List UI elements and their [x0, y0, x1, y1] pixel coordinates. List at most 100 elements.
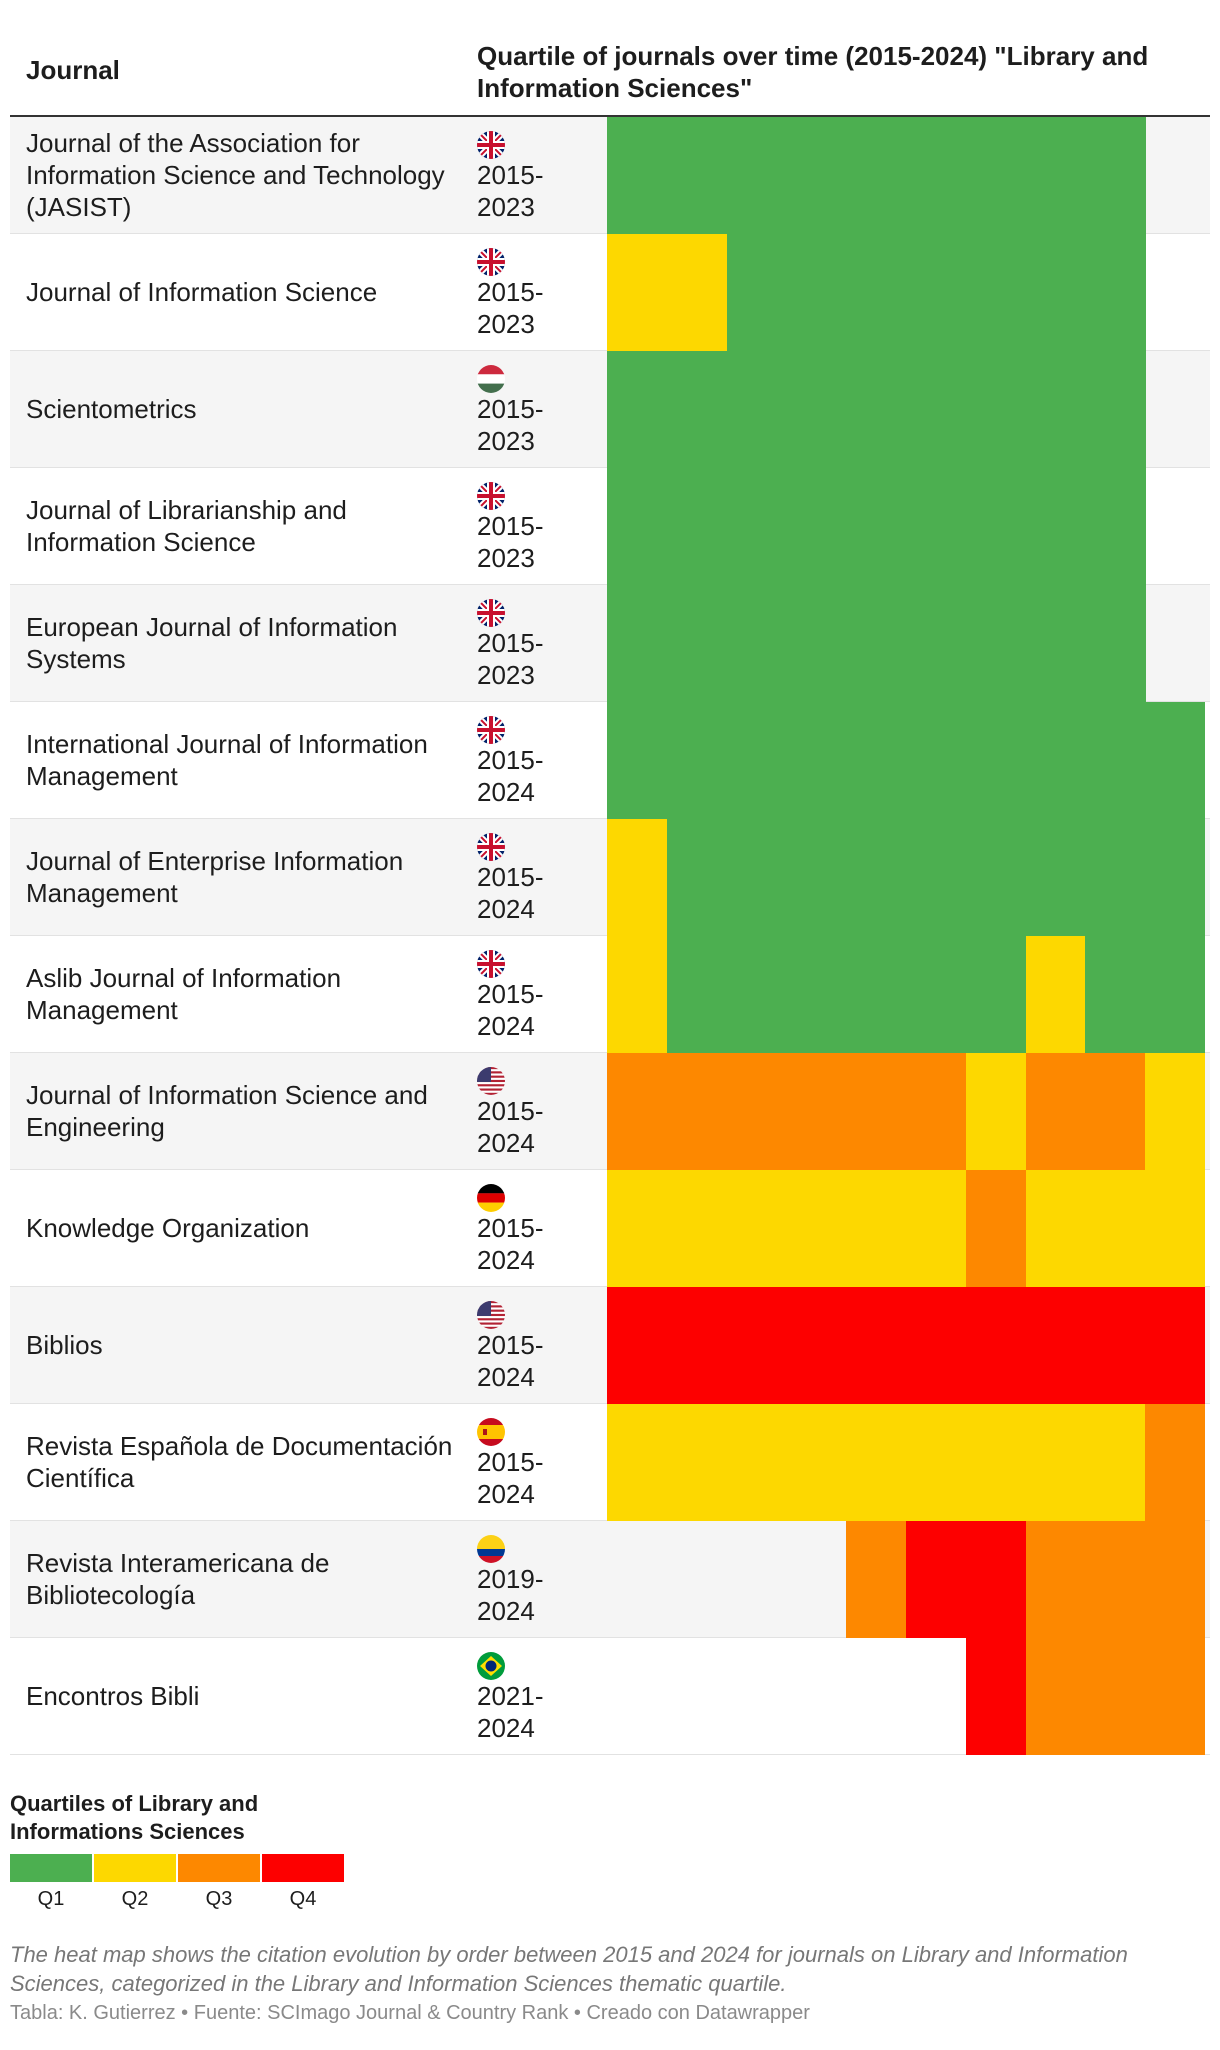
heatmap-cell-2018	[786, 234, 847, 351]
heatmap-cell-2016	[666, 117, 728, 234]
heatmap-cell-2020	[906, 1053, 967, 1170]
heatmap-cell-2016	[666, 1053, 728, 1170]
heatmap-cell-2017	[726, 702, 787, 819]
table-row: European Journal of Information Systems 2…	[10, 585, 1210, 702]
heatmap-cell-2018	[786, 702, 847, 819]
colombia-flag-icon	[477, 1535, 505, 1563]
table-row: Journal of Enterprise Information Manage…	[10, 819, 1210, 936]
heatmap-cell-2024	[1145, 936, 1206, 1053]
heatmap-cell-2022	[1025, 1053, 1086, 1170]
heatmap-cell-2020	[906, 702, 967, 819]
journal-name: Journal of Librarianship and Information…	[26, 495, 347, 557]
heatmap-cell-2024	[1145, 1521, 1206, 1638]
heatmap-cell-2020	[906, 585, 967, 702]
uk-flag-icon	[477, 131, 505, 159]
quartile-cells	[607, 585, 1205, 702]
year-range: 2015-2024	[477, 862, 544, 924]
heatmap-cell-2020	[906, 1521, 967, 1638]
heatmap-cell-2015	[607, 1053, 668, 1170]
journal-name: Journal of Information Science	[26, 277, 378, 307]
heatmap-cell-2015	[607, 234, 668, 351]
table-row: Biblios 2015-2024	[10, 1287, 1210, 1404]
heatmap-cell-2016	[666, 819, 728, 936]
heatmap-cell-2017	[726, 234, 787, 351]
heatmap-cell-2021	[965, 351, 1027, 468]
heatmap-cell-2017	[726, 117, 787, 234]
uk-flag-icon	[477, 599, 505, 627]
quartile-cells	[607, 819, 1206, 936]
heatmap-cell-2023	[1085, 702, 1146, 819]
quartile-cells	[607, 468, 1205, 585]
heatmap-cell-2019	[846, 1404, 907, 1521]
year-range: 2015-2024	[477, 1330, 544, 1392]
heatmap-cell-2018	[786, 1170, 847, 1287]
legend-swatch-q2	[94, 1854, 176, 1882]
heatmap-cell-2023	[1085, 234, 1146, 351]
heatmap-cell-2020	[906, 1404, 967, 1521]
heatmap-cell-2016	[666, 1404, 728, 1521]
heatmap-cell-2020	[906, 1287, 967, 1404]
heatmap-cell-2022	[1025, 936, 1086, 1053]
heatmap-cell-2023	[1085, 1638, 1146, 1755]
year-range: 2015-2023	[477, 277, 544, 339]
heatmap-cell-2021	[965, 819, 1027, 936]
heatmap-cell-2017	[726, 1170, 787, 1287]
heatmap-cell-2015	[607, 117, 668, 234]
heatmap-cell-2019	[846, 936, 907, 1053]
heatmap-cell-2015	[607, 702, 668, 819]
legend-swatch-q4	[262, 1854, 344, 1882]
heatmap-cell-2019	[846, 468, 907, 585]
chart-description: The heat map shows the citation evolutio…	[10, 1942, 1128, 1996]
heatmap-cell-2018	[786, 819, 847, 936]
heatmap-cell-2019	[846, 702, 907, 819]
journal-name: Revista Interamericana de Bibliotecologí…	[26, 1548, 330, 1610]
heatmap-cell-2016	[666, 585, 728, 702]
heatmap-cell-2022	[1025, 117, 1086, 234]
quartile-column-header[interactable]: Quartile of journals over time (2015-202…	[477, 41, 1149, 103]
heatmap-cell-2018	[786, 585, 847, 702]
heatmap-cell-2017	[726, 351, 787, 468]
heatmap-cell-2024	[1145, 1053, 1206, 1170]
year-range: 2015-2023	[477, 628, 544, 690]
quartile-cells	[607, 702, 1206, 819]
heatmap-cell-2021	[965, 117, 1027, 234]
journal-name: Journal of the Association for Informati…	[26, 128, 445, 222]
heatmap-cell-2017	[726, 1287, 787, 1404]
year-range: 2015-2024	[477, 979, 544, 1041]
heatmap-cell-2023	[1085, 819, 1146, 936]
heatmap-cell-2018	[786, 468, 847, 585]
table-row: Revista Española de Documentación Cientí…	[10, 1404, 1210, 1521]
usa-flag-icon	[477, 1301, 505, 1329]
heatmap-cell-2019	[846, 1521, 907, 1638]
journal-column-header[interactable]: Journal	[26, 55, 120, 85]
heatmap-cell-2019	[846, 1053, 907, 1170]
year-range: 2021-2024	[477, 1681, 544, 1743]
heatmap-cell-2020	[906, 936, 967, 1053]
heatmap-cell-2016	[666, 1287, 728, 1404]
heatmap-cell-2024	[1145, 1170, 1206, 1287]
heatmap-cell-2018	[786, 117, 847, 234]
heatmap-cell-2022	[1025, 351, 1086, 468]
heatmap-cell-2022	[1025, 468, 1086, 585]
heatmap-cell-2018	[786, 936, 847, 1053]
uk-flag-icon	[477, 248, 505, 276]
journal-name: European Journal of Information Systems	[26, 612, 398, 674]
journal-name: Biblios	[26, 1330, 103, 1360]
legend-label-q1: Q1	[37, 1888, 65, 1910]
heatmap-cell-2022	[1025, 1404, 1086, 1521]
heatmap-cell-2016	[666, 1170, 728, 1287]
brazil-flag-icon	[477, 1652, 505, 1680]
table-row: Aslib Journal of Information Management 2…	[10, 936, 1210, 1053]
quartile-cells	[607, 936, 1206, 1053]
heatmap-cell-2015	[607, 1404, 668, 1521]
table-row: Journal of the Association for Informati…	[10, 117, 1210, 234]
heatmap-cell-2021	[965, 1521, 1027, 1638]
heatmap-cell-2021	[965, 1053, 1027, 1170]
heatmap-cell-2015	[607, 585, 668, 702]
heatmap-cell-2023	[1085, 1053, 1146, 1170]
year-range: 2015-2024	[477, 1096, 544, 1158]
heatmap-cell-2023	[1085, 936, 1146, 1053]
uk-flag-icon	[477, 716, 505, 744]
heatmap-cell-2023	[1085, 585, 1146, 702]
heatmap-cell-2023	[1085, 1521, 1146, 1638]
